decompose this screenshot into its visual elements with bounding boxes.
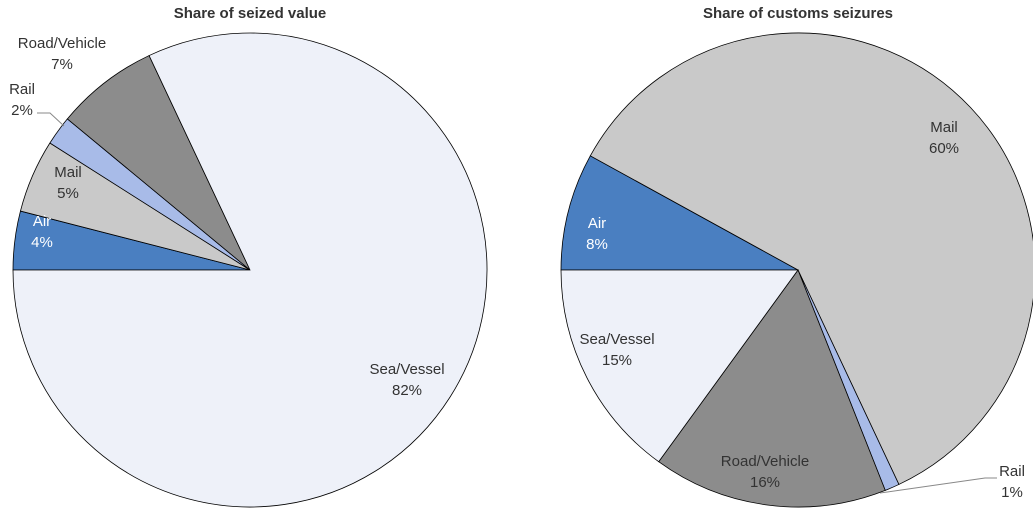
slice-label: Air — [588, 215, 606, 232]
slice-value-label: 15% — [602, 352, 632, 369]
slice-label: Rail — [999, 463, 1025, 480]
slice-label: Road/Vehicle — [721, 453, 809, 470]
slice-value-label: 5% — [57, 185, 79, 202]
slice-label: Mail — [930, 119, 958, 136]
leader-line — [37, 112, 65, 127]
chart-title: Share of customs seizures — [703, 5, 893, 22]
slice-label: Sea/Vessel — [579, 331, 654, 348]
slice-value-label: 60% — [929, 140, 959, 157]
slice-label: Sea/Vessel — [369, 361, 444, 378]
slice-label: Mail — [54, 164, 82, 181]
slice-value-label: 1% — [1001, 484, 1023, 501]
pie-slice — [560, 269, 799, 463]
pie-slice — [12, 32, 488, 508]
slice-value-label: 8% — [586, 236, 608, 253]
slice-value-label: 7% — [51, 56, 73, 73]
pie-slice — [658, 269, 886, 508]
leader-line — [879, 477, 997, 494]
pie-slice — [589, 32, 1033, 485]
slice-value-label: 82% — [392, 382, 422, 399]
slice-value-label: 2% — [11, 102, 33, 119]
pie-slice — [66, 55, 251, 271]
slice-value-label: 4% — [31, 234, 53, 251]
slice-label: Air — [33, 213, 51, 230]
slice-label: Rail — [9, 81, 35, 98]
chart-title: Share of seized value — [174, 5, 327, 22]
pie-slice — [560, 155, 799, 271]
slice-label: Road/Vehicle — [18, 35, 106, 52]
slice-value-label: 16% — [750, 474, 780, 491]
